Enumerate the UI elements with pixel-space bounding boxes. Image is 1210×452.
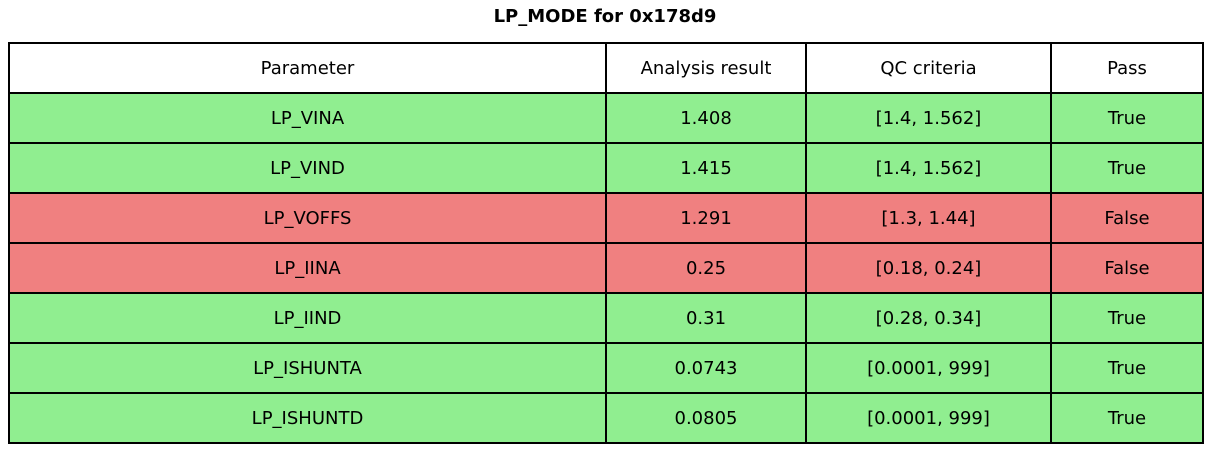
figure-title: LP_MODE for 0x178d9	[493, 6, 717, 27]
cell-analysis-result: 0.0805	[605, 392, 807, 444]
cell-analysis-result: 0.31	[605, 292, 807, 344]
cell-analysis-result: 0.25	[605, 242, 807, 294]
table-row: LP_VOFFS 1.291 [1.3, 1.44] False	[8, 192, 1204, 244]
qc-table: Parameter Analysis result QC criteria Pa…	[8, 42, 1204, 444]
cell-pass: False	[1050, 242, 1204, 294]
cell-qc-criteria: [1.3, 1.44]	[805, 192, 1052, 244]
cell-pass: True	[1050, 342, 1204, 394]
cell-pass: True	[1050, 292, 1204, 344]
table-row: LP_IINA 0.25 [0.18, 0.24] False	[8, 242, 1204, 294]
cell-pass: False	[1050, 192, 1204, 244]
cell-parameter: LP_IIND	[8, 292, 607, 344]
header-analysis-result: Analysis result	[605, 42, 807, 94]
table-row: LP_ISHUNTA 0.0743 [0.0001, 999] True	[8, 342, 1204, 394]
cell-qc-criteria: [1.4, 1.562]	[805, 92, 1052, 144]
cell-analysis-result: 0.0743	[605, 342, 807, 394]
cell-qc-criteria: [0.18, 0.24]	[805, 242, 1052, 294]
table-row: LP_VIND 1.415 [1.4, 1.562] True	[8, 142, 1204, 194]
cell-pass: True	[1050, 92, 1204, 144]
cell-pass: True	[1050, 392, 1204, 444]
cell-qc-criteria: [1.4, 1.562]	[805, 142, 1052, 194]
qc-table-body: LP_VINA 1.408 [1.4, 1.562] True LP_VIND …	[8, 92, 1204, 444]
cell-qc-criteria: [0.0001, 999]	[805, 392, 1052, 444]
qc-table-header: Parameter Analysis result QC criteria Pa…	[8, 42, 1204, 94]
cell-parameter: LP_VINA	[8, 92, 607, 144]
cell-qc-criteria: [0.28, 0.34]	[805, 292, 1052, 344]
header-qc-criteria: QC criteria	[805, 42, 1052, 94]
cell-parameter: LP_VOFFS	[8, 192, 607, 244]
cell-parameter: LP_ISHUNTD	[8, 392, 607, 444]
cell-parameter: LP_VIND	[8, 142, 607, 194]
header-pass: Pass	[1050, 42, 1204, 94]
table-row: LP_VINA 1.408 [1.4, 1.562] True	[8, 92, 1204, 144]
header-parameter: Parameter	[8, 42, 607, 94]
header-row: Parameter Analysis result QC criteria Pa…	[8, 42, 1204, 94]
table-row: LP_ISHUNTD 0.0805 [0.0001, 999] True	[8, 392, 1204, 444]
cell-analysis-result: 1.415	[605, 142, 807, 194]
cell-analysis-result: 1.291	[605, 192, 807, 244]
cell-parameter: LP_IINA	[8, 242, 607, 294]
cell-qc-criteria: [0.0001, 999]	[805, 342, 1052, 394]
table-row: LP_IIND 0.31 [0.28, 0.34] True	[8, 292, 1204, 344]
cell-parameter: LP_ISHUNTA	[8, 342, 607, 394]
cell-analysis-result: 1.408	[605, 92, 807, 144]
cell-pass: True	[1050, 142, 1204, 194]
